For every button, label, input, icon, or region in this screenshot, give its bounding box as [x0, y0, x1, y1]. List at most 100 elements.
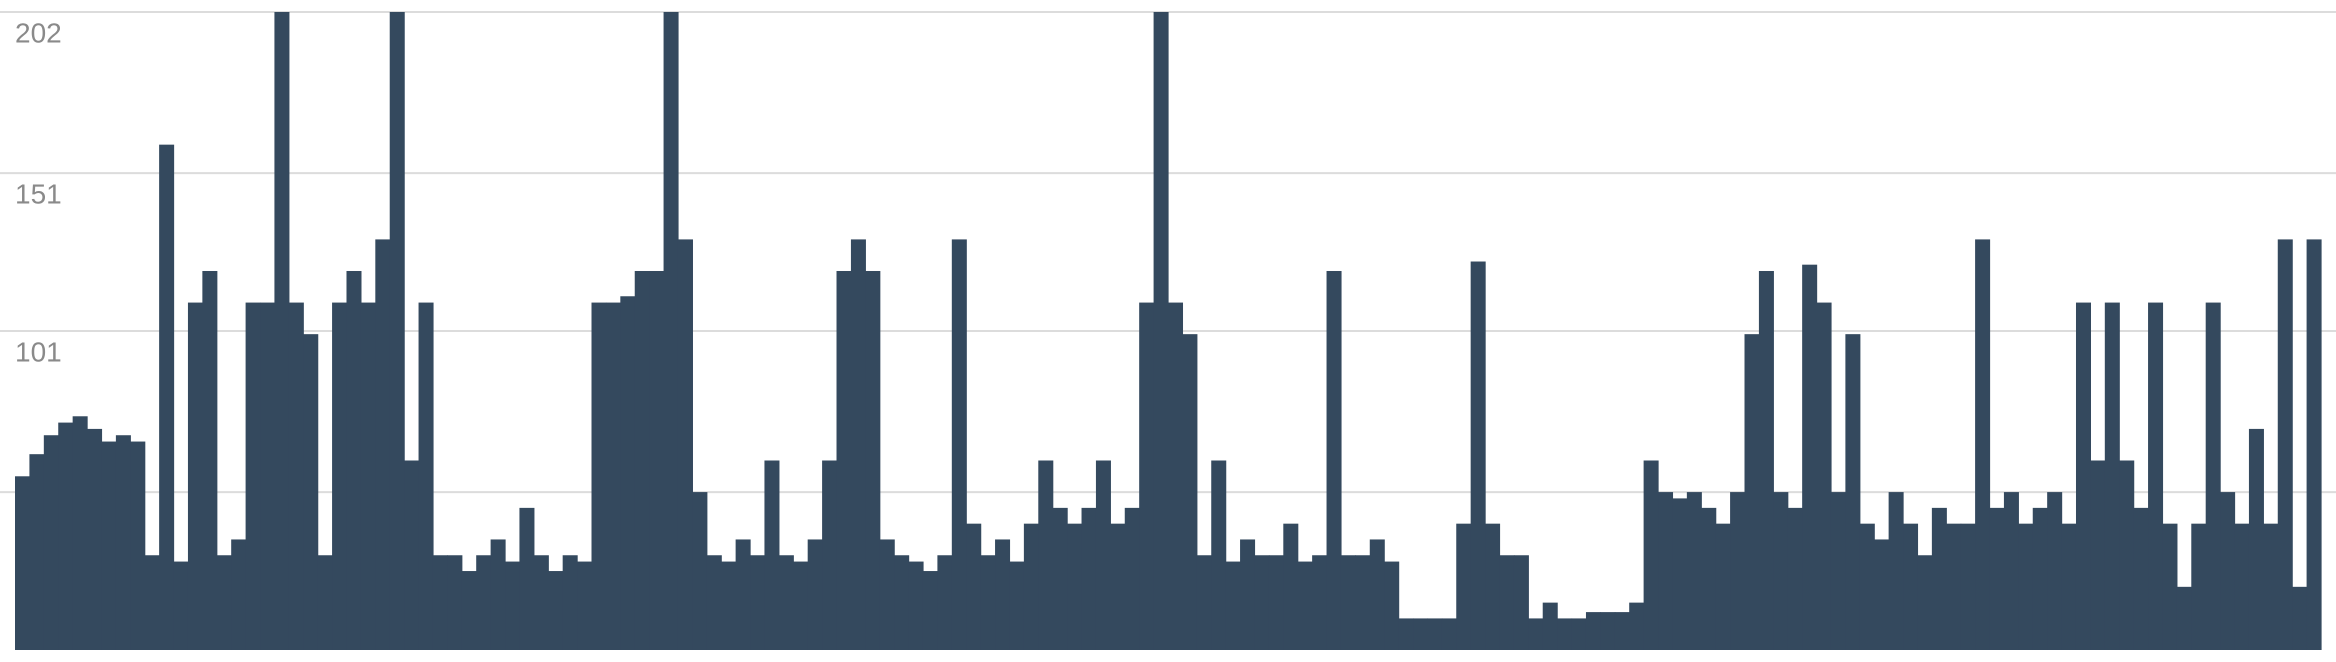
bar — [692, 492, 708, 650]
bar — [1845, 334, 1861, 650]
bar — [58, 422, 74, 650]
bar — [404, 460, 420, 650]
bar — [1701, 507, 1717, 650]
bar — [1643, 460, 1659, 650]
bar — [677, 239, 693, 650]
bar — [274, 12, 290, 650]
bar — [2148, 302, 2164, 650]
bar — [1571, 618, 1587, 650]
bar — [375, 239, 391, 650]
bar — [216, 555, 232, 650]
bar — [2191, 523, 2207, 650]
bar — [836, 270, 852, 650]
bar — [1268, 555, 1284, 650]
bar — [288, 302, 304, 650]
bar — [1369, 539, 1385, 650]
bar — [2119, 460, 2135, 650]
bar — [87, 428, 103, 650]
bar — [2133, 507, 2149, 650]
bar — [332, 302, 348, 650]
bar — [533, 555, 549, 650]
bar — [1600, 612, 1616, 650]
bar — [1398, 618, 1414, 650]
bar — [1441, 618, 1457, 650]
bar — [980, 555, 996, 650]
bar — [1326, 270, 1342, 650]
bar — [1715, 523, 1731, 650]
bar — [1095, 460, 1111, 650]
bar — [1052, 507, 1068, 650]
bar — [1758, 270, 1774, 650]
bar — [144, 555, 160, 650]
bar — [2277, 239, 2293, 650]
bar — [1254, 555, 1270, 650]
bar — [995, 539, 1011, 650]
bar — [202, 270, 218, 650]
bar — [2032, 507, 2048, 650]
bar — [2061, 523, 2077, 650]
bar — [2047, 492, 2063, 650]
bar — [1009, 561, 1025, 650]
bar — [2176, 586, 2192, 650]
bar — [360, 302, 376, 650]
bar — [865, 270, 881, 650]
bar — [1427, 618, 1443, 650]
bar — [1975, 239, 1991, 650]
bar — [1168, 302, 1184, 650]
bar — [159, 144, 175, 650]
bar — [1413, 618, 1429, 650]
bar — [1297, 561, 1313, 650]
bar — [1023, 523, 1039, 650]
bar — [966, 523, 982, 650]
bar — [1312, 555, 1328, 650]
bar — [750, 555, 766, 650]
bar — [1542, 602, 1558, 650]
bar — [663, 12, 679, 650]
bar — [1787, 507, 1803, 650]
bar — [807, 539, 823, 650]
bar — [1340, 555, 1356, 650]
bar — [822, 460, 838, 650]
bar — [432, 555, 448, 650]
bar — [1384, 561, 1400, 650]
bar — [1946, 523, 1962, 650]
bar — [1730, 492, 1746, 650]
bar — [1182, 334, 1198, 650]
bar — [577, 561, 593, 650]
bar — [1888, 492, 1904, 650]
bar — [231, 539, 247, 650]
bar — [447, 555, 463, 650]
bar — [908, 561, 924, 650]
bar — [1830, 492, 1846, 650]
bar — [1802, 264, 1818, 650]
bar — [389, 12, 405, 650]
bar — [1744, 334, 1760, 650]
bar — [2306, 239, 2322, 650]
bar — [476, 555, 492, 650]
bar — [649, 270, 665, 650]
y-tick-label: 101 — [15, 336, 62, 367]
bar — [505, 561, 521, 650]
bar — [1456, 523, 1472, 650]
bar — [793, 561, 809, 650]
bar — [1816, 302, 1832, 650]
bar — [1196, 555, 1212, 650]
bar — [317, 555, 333, 650]
bar — [490, 539, 506, 650]
bar — [461, 571, 477, 650]
bar — [1211, 460, 1227, 650]
bar — [1139, 302, 1155, 650]
bar — [1557, 618, 1573, 650]
bar — [1355, 555, 1371, 650]
bar — [894, 555, 910, 650]
bar — [1153, 12, 1169, 650]
bar — [2248, 428, 2264, 650]
bar — [735, 539, 751, 650]
bar — [605, 302, 621, 650]
bar — [1081, 507, 1097, 650]
bar — [2003, 492, 2019, 650]
bar — [303, 334, 319, 650]
bar — [706, 555, 722, 650]
bar — [879, 539, 895, 650]
